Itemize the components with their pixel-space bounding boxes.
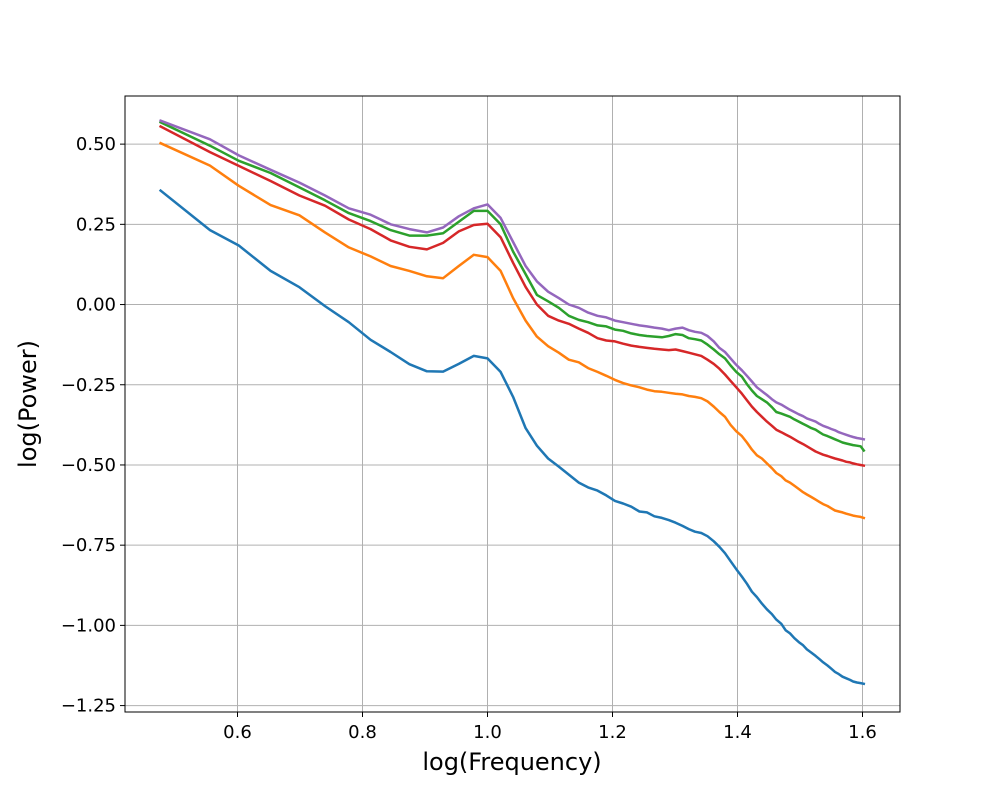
y-tick-label: 0.50	[76, 134, 116, 155]
x-tick-label: 1.4	[723, 722, 752, 743]
series-line-5	[158, 119, 866, 441]
x-axis-label: log(Frequency)	[422, 748, 601, 776]
x-tick-label: 1.0	[473, 722, 502, 743]
x-axis-ticks: 0.6 0.8 1.0 1.2 1.4 1.6	[223, 712, 877, 743]
x-tick-label: 1.2	[598, 722, 627, 743]
series-line-2	[158, 141, 866, 520]
y-axis-ticks: 0.50 0.25 0.00 −0.25 −0.50 −0.75 −1.00 −1.25	[61, 134, 125, 717]
y-tick-label: −1.00	[61, 615, 116, 636]
y-tick-label: −1.25	[61, 696, 116, 717]
series-line-1	[158, 188, 866, 686]
grid	[125, 96, 900, 712]
y-tick-label: 0.00	[76, 295, 116, 316]
y-tick-label: −0.75	[61, 535, 116, 556]
y-tick-label: 0.25	[76, 214, 116, 235]
y-tick-label: −0.25	[61, 375, 116, 396]
y-tick-label: −0.50	[61, 455, 116, 476]
plot-frame	[124, 95, 901, 713]
series-lines	[158, 119, 866, 686]
x-tick-label: 0.6	[223, 722, 252, 743]
series-line-4	[158, 124, 866, 468]
x-tick-label: 1.6	[848, 722, 877, 743]
y-axis-label: log(Power)	[14, 340, 42, 468]
x-tick-label: 0.8	[348, 722, 377, 743]
series-line-3	[158, 120, 866, 453]
